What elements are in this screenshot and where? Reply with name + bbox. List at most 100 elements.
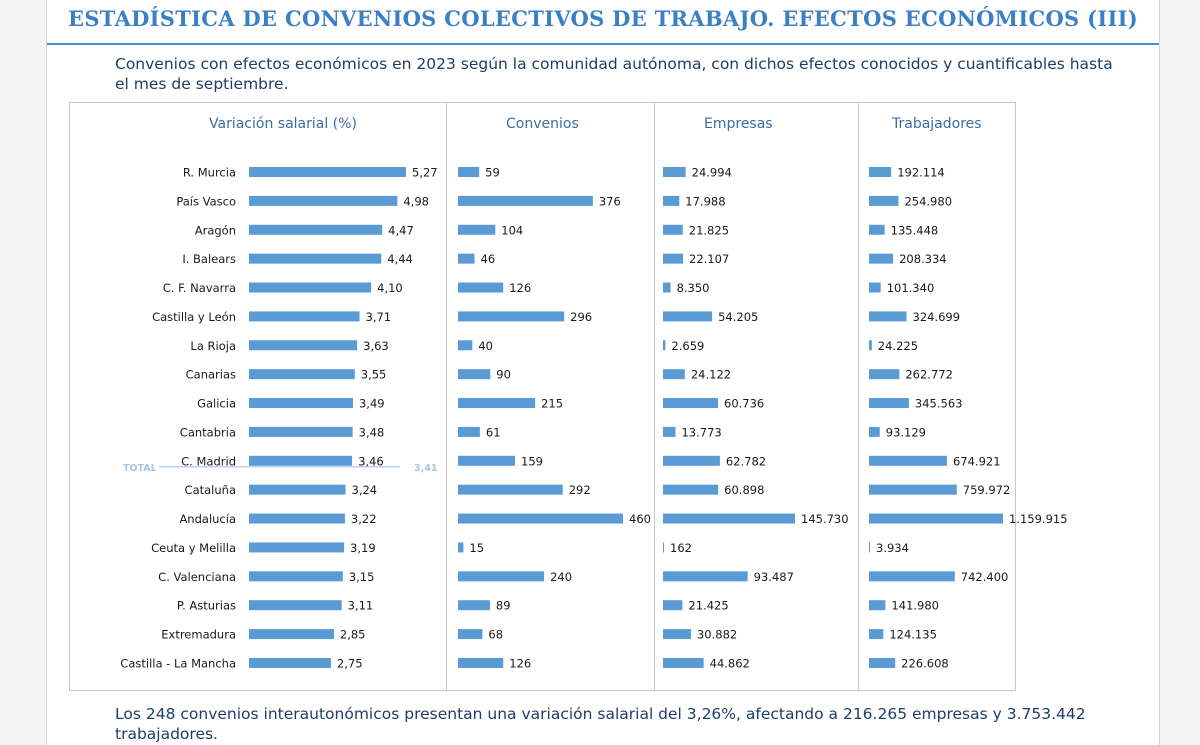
data-label: 292 <box>569 483 591 497</box>
bar-2-10 <box>663 455 720 466</box>
document-page: ESTADÍSTICA DE CONVENIOS COLECTIVOS DE T… <box>46 0 1160 745</box>
category-label: Cataluña <box>185 483 236 497</box>
footnote: Los 248 convenios interautonómicos prese… <box>115 705 1086 743</box>
data-label: 21.425 <box>688 599 728 613</box>
bar-3-1 <box>869 195 899 206</box>
category-label: Aragón <box>195 223 236 237</box>
data-label: 15 <box>469 541 484 555</box>
data-label: 24.122 <box>691 368 731 382</box>
panel-title-convenios: Convenios <box>506 116 579 132</box>
data-label: 3,22 <box>351 512 377 526</box>
data-label: 93.487 <box>754 570 794 584</box>
panel-title-empresas: Empresas <box>704 116 773 132</box>
data-label: 4,47 <box>388 223 414 237</box>
bar-2-6 <box>663 340 666 351</box>
data-label: 674.921 <box>953 454 1001 468</box>
data-label: 208.334 <box>899 252 947 266</box>
data-label: 124.135 <box>889 628 937 642</box>
data-label: 3,48 <box>359 425 385 439</box>
bar-3-8 <box>869 398 909 409</box>
bar-3-2 <box>869 224 885 235</box>
bar-3-10 <box>869 455 947 466</box>
bar-0-1 <box>249 195 398 206</box>
data-label: 5,27 <box>412 166 438 180</box>
data-label: 3.934 <box>876 541 909 555</box>
total-reference-value: 3,41 <box>414 463 437 474</box>
data-label: 62.782 <box>726 454 766 468</box>
bar-0-5 <box>249 311 360 322</box>
data-label: 3,24 <box>352 483 378 497</box>
bar-2-5 <box>663 311 713 322</box>
category-label: P. Asturias <box>177 599 236 613</box>
data-label: 2,85 <box>340 628 366 642</box>
bar-2-8 <box>663 398 719 409</box>
bar-1-7 <box>458 369 491 380</box>
category-label: C. Valenciana <box>158 570 236 584</box>
data-label: 141.980 <box>891 599 939 613</box>
data-label: 226.608 <box>901 656 949 670</box>
bar-3-5 <box>869 311 907 322</box>
data-label: 4,98 <box>403 194 429 208</box>
data-label: 376 <box>599 194 621 208</box>
bar-0-3 <box>249 253 382 264</box>
data-label: 126 <box>509 656 531 670</box>
data-label: 3,46 <box>358 454 384 468</box>
bar-2-15 <box>663 600 683 611</box>
data-label: 40 <box>478 339 493 353</box>
bar-3-15 <box>869 600 886 611</box>
bar-1-11 <box>458 484 563 495</box>
bar-3-7 <box>869 369 900 380</box>
page-title: ESTADÍSTICA DE CONVENIOS COLECTIVOS DE T… <box>68 6 1138 31</box>
data-label: 3,19 <box>350 541 376 555</box>
bar-0-15 <box>249 600 342 611</box>
category-label: R. Murcia <box>183 166 236 180</box>
bar-3-6 <box>869 340 872 351</box>
category-label: La Rioja <box>190 339 236 353</box>
bar-1-1 <box>458 195 593 206</box>
bar-0-14 <box>249 571 343 582</box>
bar-1-14 <box>458 571 545 582</box>
data-label: 2.659 <box>671 339 704 353</box>
bar-2-0 <box>663 167 686 177</box>
data-label: 30.882 <box>697 628 737 642</box>
bar-0-8 <box>249 398 353 409</box>
category-label: C. F. Navarra <box>163 281 236 295</box>
data-label: 742.400 <box>961 570 1009 584</box>
bar-0-7 <box>249 369 355 380</box>
panel-title-trabajadores: Trabajadores <box>892 116 982 132</box>
bar-2-11 <box>663 484 719 495</box>
bar-3-17 <box>869 657 896 668</box>
bar-2-17 <box>663 657 704 668</box>
data-label: 3,55 <box>361 368 387 382</box>
category-label: I. Balears <box>182 252 236 266</box>
bar-0-4 <box>249 282 372 293</box>
bar-1-4 <box>458 282 504 293</box>
bar-1-16 <box>458 629 483 640</box>
data-label: 159 <box>521 454 543 468</box>
data-label: 17.988 <box>685 194 725 208</box>
data-label: 24.225 <box>878 339 918 353</box>
bar-3-11 <box>869 484 957 495</box>
panel-divider <box>654 102 655 691</box>
bar-2-13 <box>663 542 664 553</box>
category-label: Galicia <box>197 397 236 411</box>
data-label: 2,75 <box>337 656 363 670</box>
data-label: 135.448 <box>891 223 939 237</box>
data-label: 240 <box>550 570 572 584</box>
bar-1-8 <box>458 398 536 409</box>
panel-divider <box>858 102 859 691</box>
bar-2-14 <box>663 571 748 582</box>
bar-2-3 <box>663 253 684 264</box>
chart-subtitle: Convenios con efectos económicos en 2023… <box>115 55 1113 93</box>
bar-1-17 <box>458 657 504 668</box>
bar-3-14 <box>869 571 955 582</box>
category-label: Cantabria <box>180 425 236 439</box>
data-label: 215 <box>541 397 563 411</box>
data-label: 1.159.915 <box>1009 512 1068 526</box>
bar-3-12 <box>869 513 1003 524</box>
category-label: C. Madrid <box>181 454 236 468</box>
data-label: 162 <box>670 541 692 555</box>
data-label: 126 <box>509 281 531 295</box>
bar-1-3 <box>458 253 475 264</box>
